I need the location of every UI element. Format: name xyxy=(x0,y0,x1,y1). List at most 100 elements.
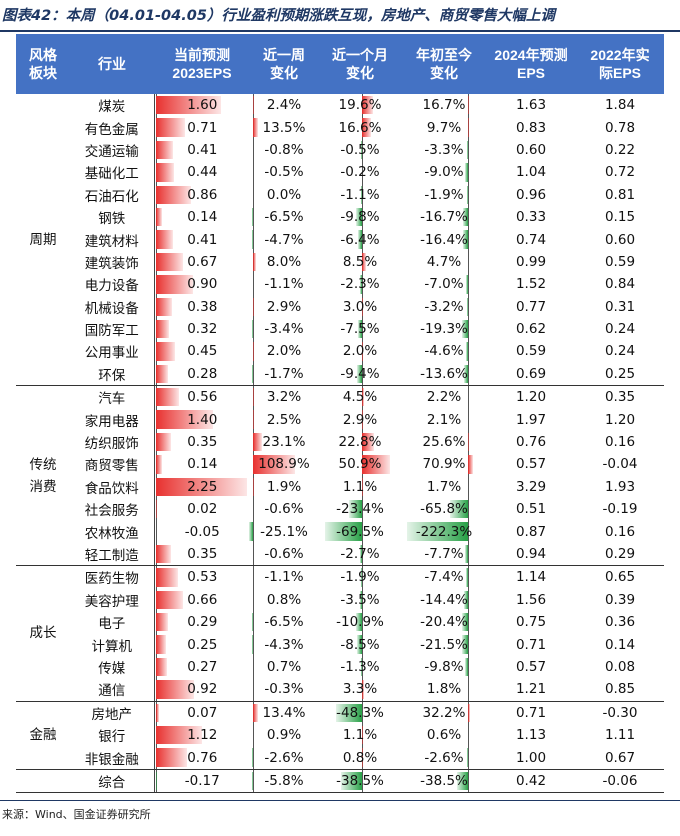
month-cell: 0.8% xyxy=(318,746,402,770)
industry-name: 银行 xyxy=(70,723,155,747)
ytd-axis xyxy=(467,183,469,206)
table-row: 农林牧渔 -0.05 -25.1% -69.5% -222.3% 0.87 0.16 xyxy=(16,520,664,543)
group-label-text: 周期 xyxy=(29,231,57,248)
month-axis xyxy=(361,317,363,341)
week-cell: 2.5% xyxy=(250,408,318,431)
eps-cell: 0.07 xyxy=(154,701,250,724)
week-axis xyxy=(252,769,254,793)
eps-value: 0.66 xyxy=(187,591,218,608)
eps-value: 1.60 xyxy=(187,97,218,114)
ytd-bar xyxy=(467,455,473,474)
eps-bar xyxy=(156,432,171,452)
month-cell: -69.5% xyxy=(318,520,402,543)
ytd-axis xyxy=(467,340,469,363)
ytd-axis xyxy=(467,205,469,229)
eps-value: 0.32 xyxy=(187,321,218,338)
month-cell: 1.1% xyxy=(318,475,402,499)
month-bar xyxy=(335,703,362,722)
eps-value: 1.12 xyxy=(187,727,218,744)
week-bar xyxy=(248,522,253,541)
month-cell: 19.6% xyxy=(318,94,402,117)
industry-name: 房地产 xyxy=(70,701,155,724)
group-label: 成长 xyxy=(16,565,70,702)
eps-value: 0.35 xyxy=(187,434,218,451)
ytd-cell: -21.5% xyxy=(402,633,486,656)
ytd-value: -19.3% xyxy=(420,321,468,338)
month-bar xyxy=(349,500,362,519)
ytd-bar xyxy=(466,748,468,767)
industry-name: 通信 xyxy=(70,678,155,702)
ytd-cell: 9.7% xyxy=(402,116,486,139)
ytd-value: 2.2% xyxy=(426,389,462,406)
month-axis xyxy=(361,161,363,184)
eps2022-value: 0.15 xyxy=(604,209,636,226)
week-cell: -6.5% xyxy=(250,610,318,634)
week-bar xyxy=(252,342,254,361)
eps-bar xyxy=(156,275,193,294)
ytd-axis xyxy=(467,723,469,747)
month-value: -1.9% xyxy=(340,569,380,586)
eps-value: 0.92 xyxy=(187,681,218,698)
week-value: -0.3% xyxy=(264,681,304,698)
table-row: 综合 -0.17 -5.8% -38.5% -38.5% 0.42 -0.06 xyxy=(16,769,664,794)
ytd-bar xyxy=(465,544,468,564)
week-cell: -3.4% xyxy=(250,317,318,341)
eps2024-value: 1.97 xyxy=(515,411,547,428)
month-value: -23.4% xyxy=(336,501,384,518)
ytd-axis xyxy=(467,655,469,679)
month-value: -7.5% xyxy=(340,321,380,338)
month-bar xyxy=(361,455,390,474)
table-row: 机械设备 0.38 2.9% 3.0% -3.2% 0.77 0.31 xyxy=(16,295,664,318)
ytd-bar xyxy=(463,590,468,609)
month-cell: 8.5% xyxy=(318,250,402,274)
month-value: -2.3% xyxy=(340,276,380,293)
ytd-value: -14.4% xyxy=(420,591,468,608)
week-value: -0.5% xyxy=(264,164,304,181)
month-axis xyxy=(361,273,363,296)
week-value: 2.9% xyxy=(266,298,302,315)
week-cell: -0.6% xyxy=(250,542,318,567)
table-row: 社会服务 0.02 -0.6% -23.4% -65.8% 0.51 -0.19 xyxy=(16,498,664,521)
week-bar xyxy=(252,477,254,497)
eps-cell: 0.53 xyxy=(154,566,250,589)
ytd-value: 25.6% xyxy=(422,434,466,451)
ytd-value: 9.7% xyxy=(426,119,462,136)
ytd-bar xyxy=(466,342,468,361)
table-row: 钢铁 0.14 -6.5% -9.8% -16.7% 0.33 0.15 xyxy=(16,205,664,229)
month-bar xyxy=(361,342,363,361)
ytd-axis xyxy=(467,317,469,341)
month-cell: -7.5% xyxy=(318,317,402,341)
month-cell: -38.5% xyxy=(318,769,402,794)
month-bar xyxy=(356,207,362,227)
week-cell: 2.9% xyxy=(250,295,318,318)
month-bar xyxy=(360,544,362,564)
eps-value: 0.71 xyxy=(187,119,218,136)
month-bar xyxy=(356,364,362,384)
eps2024-value: 1.04 xyxy=(515,164,547,181)
eps-cell: 0.14 xyxy=(154,205,250,229)
eps2022-value: 0.78 xyxy=(604,119,636,136)
ytd-bar xyxy=(467,96,469,115)
industry-name: 国防军工 xyxy=(70,317,155,341)
ytd-cell: 25.6% xyxy=(402,430,486,454)
eps2024-value: 0.75 xyxy=(515,614,547,631)
month-bar xyxy=(361,432,375,452)
header-industry: 行业 xyxy=(70,34,154,94)
eps-value: 0.44 xyxy=(187,164,218,181)
source-note: 来源：Wind、国金证券研究所 xyxy=(2,808,151,821)
eps2024-value: 0.69 xyxy=(486,362,576,387)
ytd-cell: 16.7% xyxy=(402,94,486,117)
ytd-bar xyxy=(464,657,468,677)
industry-name: 非银金融 xyxy=(70,746,155,770)
ytd-value: 0.6% xyxy=(426,727,462,744)
week-value: 3.2% xyxy=(266,389,302,406)
month-value: -6.4% xyxy=(340,231,380,248)
eps-axis xyxy=(156,520,158,543)
ytd-cell: 0.6% xyxy=(402,723,486,747)
ytd-cell: -9.8% xyxy=(402,655,486,679)
week-bar xyxy=(252,388,254,407)
eps2022-value: 0.16 xyxy=(604,523,636,540)
month-bar xyxy=(341,771,362,791)
ytd-axis xyxy=(467,362,469,386)
ytd-value: -2.6% xyxy=(424,749,464,766)
